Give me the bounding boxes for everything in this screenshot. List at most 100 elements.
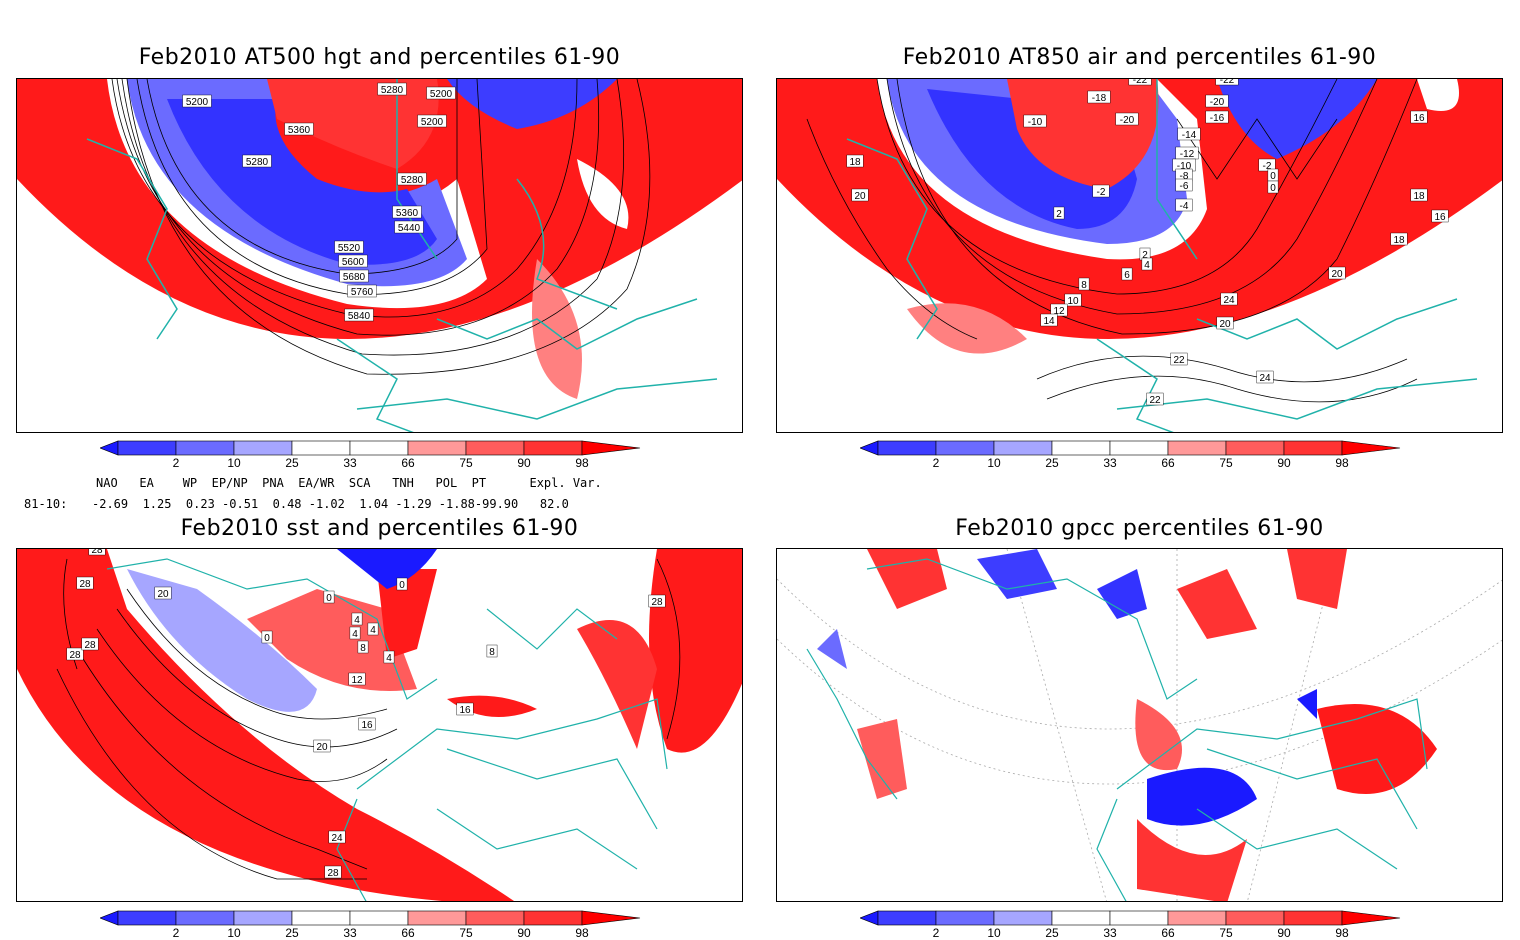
contour-label: 12 xyxy=(1053,306,1065,317)
colorbar-segment xyxy=(407,910,467,926)
colorbar-arrow-high xyxy=(581,440,641,456)
contour-label: 5680 xyxy=(343,272,366,283)
contour-label: 0 xyxy=(326,593,332,604)
colorbar-bottom-left: 2 10 25 33 66 75 90 98 xyxy=(100,910,641,940)
contour-label-box xyxy=(1390,232,1408,246)
colorbar-top-left: 2 10 25 33 66 75 90 98 xyxy=(100,440,641,470)
panel-title-hgt500: Feb2010 AT500 hgt and percentiles 61-90 xyxy=(138,45,621,70)
contour-label-box xyxy=(66,647,84,661)
contour-label-box xyxy=(1170,352,1188,366)
colorbar-arrow-low xyxy=(860,910,879,926)
contour-label-box xyxy=(1175,178,1193,192)
air850-map: -22 -22-20-18-16-10 -20-14-12-10-8-6-4-2-2… xyxy=(777,79,1502,432)
contour-label: 28 xyxy=(651,597,663,608)
colorbar-segment xyxy=(117,910,177,926)
colorbar-segment xyxy=(1283,440,1343,456)
contour-label: 5280 xyxy=(381,85,404,96)
contour-label: -18 xyxy=(1092,93,1107,104)
colorbar-tick-label: 25 xyxy=(285,456,299,470)
colorbar-segment xyxy=(993,440,1053,456)
colorbar-segment xyxy=(291,440,351,456)
contour-label: 4 xyxy=(354,615,360,626)
colorbar-tick-label: 75 xyxy=(459,456,473,470)
contour-label-box xyxy=(1267,180,1279,194)
colorbar-tick-label: 66 xyxy=(401,926,415,940)
contour-label-box xyxy=(348,672,366,686)
colorbar-segment xyxy=(175,910,235,926)
colorbar-segment xyxy=(291,910,351,926)
colorbar-tick-label: 66 xyxy=(401,456,415,470)
panel-title-air850: Feb2010 AT850 air and percentiles 61-90 xyxy=(902,45,1377,70)
panel-title-gpcc: Feb2010 gpcc percentiles 61-90 xyxy=(955,516,1324,541)
contour-label: 5840 xyxy=(348,311,371,322)
colorbar-tick-label: 2 xyxy=(173,456,180,470)
contour-label: 20 xyxy=(316,742,328,753)
colorbar-tick-label: 75 xyxy=(1219,456,1233,470)
contour-label: 8 xyxy=(360,643,366,654)
contour-label: -10 xyxy=(1028,117,1043,128)
contour-label: 12 xyxy=(351,675,363,686)
contour-label: 22 xyxy=(1173,355,1185,366)
contour-label: 8 xyxy=(489,647,495,658)
contour-label-box xyxy=(1215,79,1239,86)
colorbar-segment xyxy=(1109,440,1169,456)
colorbar-tick-label: 2 xyxy=(933,456,940,470)
contour-label-box xyxy=(417,114,447,128)
contour-label-box xyxy=(324,865,342,879)
colorbar-tick-label: 98 xyxy=(575,926,589,940)
colorbar-segment xyxy=(407,440,467,456)
colorbar-segment xyxy=(1283,910,1343,926)
colorbar-tick-label: 10 xyxy=(987,456,1001,470)
colorbar-top-right: 2 10 25 33 66 75 90 98 xyxy=(860,440,1401,470)
colorbar-tick-label: 33 xyxy=(343,456,357,470)
colorbar-segment xyxy=(117,440,177,456)
contour-label-box xyxy=(367,622,379,636)
contour-label-box xyxy=(339,269,369,283)
contour-label: 5200 xyxy=(421,117,444,128)
contour-label-box xyxy=(1050,303,1068,317)
contour-label: 4 xyxy=(352,629,358,640)
contour-label: 18 xyxy=(849,157,861,168)
contour-label-box xyxy=(358,717,376,731)
colorbar-segment xyxy=(349,910,409,926)
contour-label-box xyxy=(88,549,106,556)
contour-label-box xyxy=(648,594,666,608)
colorbar-tick-label: 33 xyxy=(1103,926,1117,940)
contour-label: -16 xyxy=(1210,113,1225,124)
colorbar-segment xyxy=(465,910,525,926)
colorbar-segment xyxy=(1167,440,1227,456)
contour-label: -2 xyxy=(1097,187,1106,198)
colorbar-tick-label: 2 xyxy=(173,926,180,940)
colorbar-tick-label: 75 xyxy=(459,926,473,940)
contour-label-box xyxy=(1256,370,1274,384)
colorbar-segment xyxy=(1109,910,1169,926)
contour-label-box xyxy=(1128,79,1152,86)
contour-label: 24 xyxy=(1223,295,1235,306)
colorbar-tick-label: 66 xyxy=(1161,926,1175,940)
contour-label-box xyxy=(242,154,272,168)
contour-label-box xyxy=(1146,392,1164,406)
contour-label: 2 xyxy=(1142,250,1148,261)
contour-label-box xyxy=(182,94,212,108)
colorbar-segment xyxy=(1167,910,1227,926)
contour-label: 28 xyxy=(327,868,339,879)
contour-label-box xyxy=(1220,292,1238,306)
colorbar-arrow-low xyxy=(100,910,119,926)
map-panel-air850: -22 -22 -20 -18 -16 -10 -20 -14 -12 -10 -8 -6 -4 -2 -2… xyxy=(776,78,1503,433)
contour-label: -22 xyxy=(1133,79,1148,86)
contour-label-box xyxy=(1258,158,1276,172)
map-panel-sst: 28 28 28 28 20 0 0 0 4 4 4 8 4 12 16 20 24 28 28 16 8 xyxy=(16,548,743,902)
contour-label: -2 xyxy=(1263,161,1272,172)
colorbar-tick-label: 98 xyxy=(1335,926,1349,940)
contour-label-box xyxy=(347,284,377,298)
colorbar-segment xyxy=(1051,910,1111,926)
contour-label-box xyxy=(1410,110,1428,124)
contour-label-box xyxy=(76,576,94,590)
contour-label: 5280 xyxy=(246,157,269,168)
contour-label-box xyxy=(1328,266,1346,280)
contour-label-box xyxy=(1053,206,1065,220)
colorbar-arrow-low xyxy=(860,440,879,456)
contour-label-box xyxy=(383,650,395,664)
gpcc-map xyxy=(777,549,1502,901)
